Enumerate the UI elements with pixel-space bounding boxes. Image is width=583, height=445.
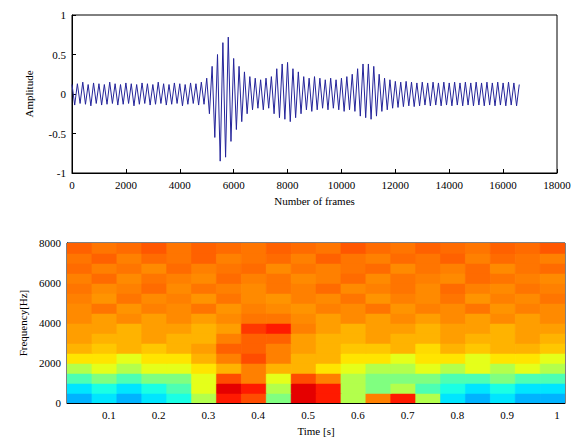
svg-text:0.3: 0.3 (202, 409, 216, 421)
svg-text:2000: 2000 (115, 179, 138, 191)
svg-text:0.5: 0.5 (301, 409, 315, 421)
svg-text:8000: 8000 (39, 237, 62, 249)
svg-text:6000: 6000 (39, 277, 62, 289)
svg-text:1: 1 (554, 409, 560, 421)
svg-text:4000: 4000 (39, 317, 62, 329)
svg-text:0: 0 (56, 397, 62, 409)
svg-text:18000: 18000 (543, 179, 571, 191)
svg-text:0.2: 0.2 (152, 409, 166, 421)
svg-text:Number of frames: Number of frames (274, 195, 355, 207)
svg-text:0.4: 0.4 (251, 409, 265, 421)
svg-text:12000: 12000 (382, 179, 410, 191)
svg-text:2000: 2000 (39, 357, 62, 369)
svg-text:Amplitude: Amplitude (23, 70, 35, 117)
svg-text:10000: 10000 (328, 179, 356, 191)
svg-text:0.9: 0.9 (500, 409, 514, 421)
svg-text:4000: 4000 (169, 179, 192, 191)
svg-text:0: 0 (61, 88, 67, 100)
svg-text:14000: 14000 (435, 179, 463, 191)
svg-text:0: 0 (69, 179, 75, 191)
svg-text:0.5: 0.5 (52, 49, 66, 61)
svg-text:Time [s]: Time [s] (297, 425, 334, 437)
svg-text:1: 1 (61, 9, 67, 21)
svg-text:0.7: 0.7 (401, 409, 415, 421)
svg-text:0.6: 0.6 (351, 409, 365, 421)
svg-text:6000: 6000 (223, 179, 246, 191)
svg-text:0.1: 0.1 (102, 409, 116, 421)
svg-text:-0.5: -0.5 (49, 128, 67, 140)
svg-text:16000: 16000 (489, 179, 517, 191)
svg-text:0.8: 0.8 (451, 409, 465, 421)
svg-text:Frequency[Hz]: Frequency[Hz] (17, 290, 29, 357)
svg-text:8000: 8000 (277, 179, 300, 191)
svg-text:-1: -1 (57, 167, 66, 179)
